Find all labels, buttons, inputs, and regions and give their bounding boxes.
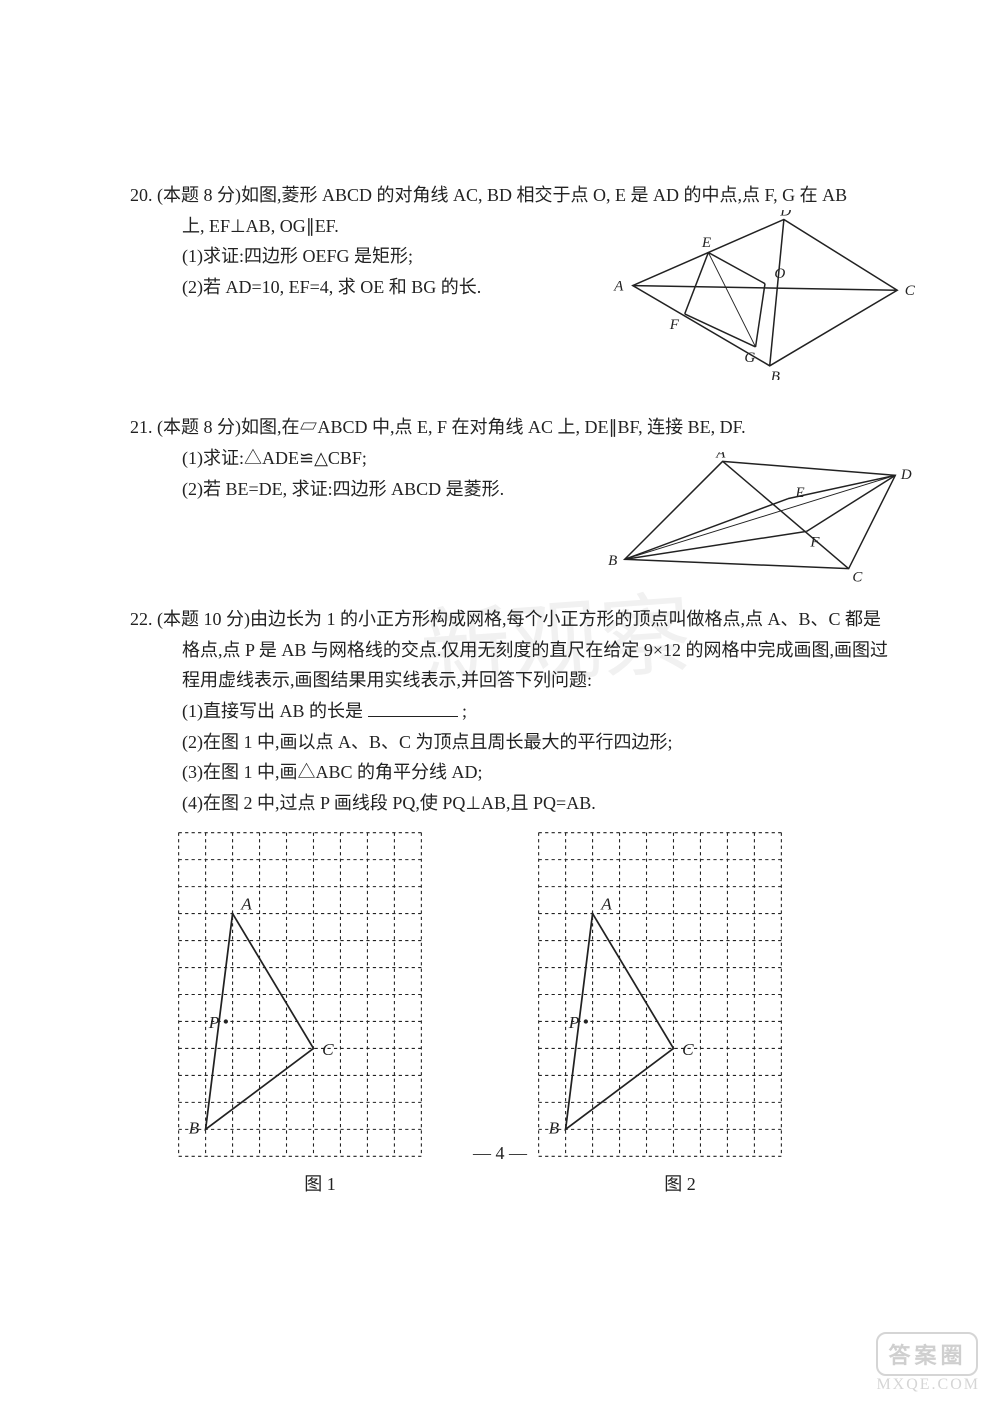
svg-text:G: G bbox=[744, 350, 755, 366]
q22-part3: (3)在图 1 中,画△ABC 的角平分线 AD; bbox=[130, 757, 890, 788]
q22-number: 22. bbox=[130, 609, 153, 629]
q21-diagram: A B C D E F bbox=[600, 452, 920, 592]
svg-text:C: C bbox=[852, 570, 863, 586]
q21-line1: 21. (本题 8 分)如图,在▱ABCD 中,点 E, F 在对角线 AC 上… bbox=[130, 412, 890, 443]
watermark: 答案圈 MXQE.COM bbox=[876, 1332, 980, 1394]
svg-text:A: A bbox=[715, 452, 726, 462]
svg-text:B: B bbox=[549, 1119, 560, 1138]
page: 新观察 20. (本题 8 分)如图,菱形 ABCD 的对角线 AC, BD 相… bbox=[0, 0, 1000, 1414]
svg-text:A: A bbox=[240, 895, 252, 914]
problem-21: 21. (本题 8 分)如图,在▱ABCD 中,点 E, F 在对角线 AC 上… bbox=[130, 412, 890, 504]
svg-text:A: A bbox=[613, 278, 624, 294]
svg-text:F: F bbox=[669, 317, 680, 333]
caption-2: 图 2 bbox=[530, 1169, 830, 1200]
q22-blank bbox=[368, 700, 458, 717]
svg-text:P: P bbox=[568, 1013, 580, 1032]
svg-text:F: F bbox=[809, 535, 820, 551]
problem-20: 20. (本题 8 分)如图,菱形 ABCD 的对角线 AC, BD 相交于点 … bbox=[130, 180, 890, 302]
svg-text:E: E bbox=[794, 485, 804, 501]
svg-text:B: B bbox=[189, 1119, 200, 1138]
svg-text:B: B bbox=[771, 369, 780, 380]
q22-p1a: (1)直接写出 AB 的长是 bbox=[182, 701, 363, 721]
content: 20. (本题 8 分)如图,菱形 ABCD 的对角线 AC, BD 相交于点 … bbox=[130, 180, 890, 1230]
grid-1: A B C P bbox=[170, 824, 430, 1165]
q20-line1: 20. (本题 8 分)如图,菱形 ABCD 的对角线 AC, BD 相交于点 … bbox=[130, 180, 890, 211]
q22-p1b: ; bbox=[462, 701, 467, 721]
svg-text:C: C bbox=[682, 1040, 694, 1059]
page-number: — 4 — bbox=[0, 1143, 1000, 1164]
q22-part1: (1)直接写出 AB 的长是 ; bbox=[130, 696, 890, 727]
q22-line1: 22. (本题 10 分)由边长为 1 的小正方形构成网格,每个小正方形的顶点叫… bbox=[130, 604, 890, 635]
svg-text:C: C bbox=[322, 1040, 334, 1059]
q20-number: 20. bbox=[130, 185, 153, 205]
grid-2: A B C P bbox=[530, 824, 790, 1165]
svg-text:A: A bbox=[600, 895, 612, 914]
svg-text:E: E bbox=[701, 235, 711, 251]
caption-1: 图 1 bbox=[170, 1169, 470, 1200]
svg-text:D: D bbox=[900, 467, 912, 483]
svg-text:C: C bbox=[905, 283, 916, 299]
q21-number: 21. bbox=[130, 417, 153, 437]
q22-head: (本题 10 分)由边长为 1 的小正方形构成网格,每个小正方形的顶点叫做格点,… bbox=[157, 609, 881, 629]
q22-part4: (4)在图 2 中,过点 P 画线段 PQ,使 PQ⊥AB,且 PQ=AB. bbox=[130, 788, 890, 819]
problem-22: 22. (本题 10 分)由边长为 1 的小正方形构成网格,每个小正方形的顶点叫… bbox=[130, 604, 890, 1200]
svg-text:O: O bbox=[774, 266, 785, 282]
q22-line3: 程用虚线表示,画图结果用实线表示,并回答下列问题: bbox=[130, 665, 890, 696]
svg-text:B: B bbox=[608, 553, 617, 569]
q20-head: (本题 8 分)如图,菱形 ABCD 的对角线 AC, BD 相交于点 O, E… bbox=[157, 185, 847, 205]
watermark-top: 答案圈 bbox=[876, 1332, 978, 1376]
svg-text:P: P bbox=[208, 1013, 220, 1032]
watermark-bottom: MXQE.COM bbox=[876, 1376, 980, 1394]
q20-diagram: A C D B O E F G bbox=[610, 210, 920, 380]
q21-head: (本题 8 分)如图,在▱ABCD 中,点 E, F 在对角线 AC 上, DE… bbox=[157, 417, 746, 437]
q22-line2: 格点,点 P 是 AB 与网格线的交点.仅用无刻度的直尺在给定 9×12 的网格… bbox=[130, 635, 890, 666]
q22-part2: (2)在图 1 中,画以点 A、B、C 为顶点且周长最大的平行四边形; bbox=[130, 727, 890, 758]
svg-text:D: D bbox=[779, 210, 791, 220]
